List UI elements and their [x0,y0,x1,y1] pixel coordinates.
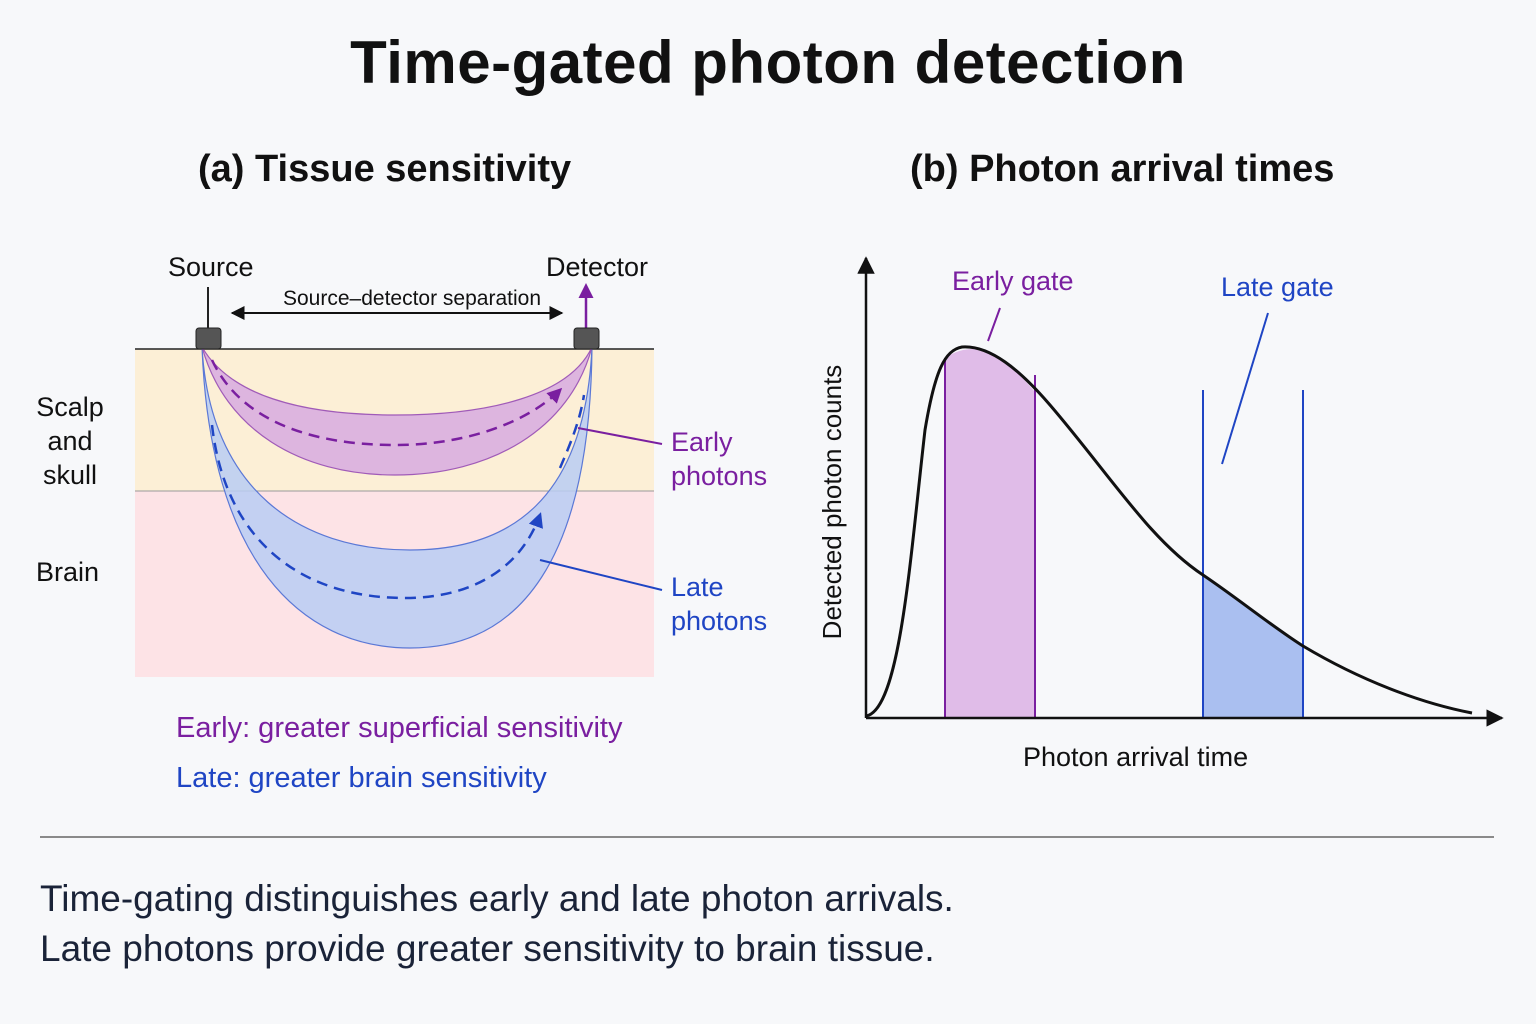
early-photon-path [210,359,563,447]
late-photons-leader [539,559,663,591]
brain-label: Brain [36,557,100,587]
y-axis-label: Detected photon counts [817,365,847,640]
early-gate-area [945,348,1035,718]
early-photons-leader [577,427,663,445]
early-photon-band [201,346,593,476]
late-gate-area [1203,575,1303,718]
detector-optode [573,327,600,350]
caption-line-2: Late photons provide greater sensitivity… [40,928,935,969]
detector-label: Detector [546,252,649,282]
early-photons-label: Early photons [671,425,767,493]
late-photon-path [210,424,543,600]
scalp-skull-label: Scalp and skull [22,390,118,492]
separation-label: Source–detector separation [283,287,541,310]
section-divider [40,836,1494,838]
early-photons-label-line-2: photons [671,461,768,491]
late-gate-leader [1221,312,1269,465]
tpsf-curve [865,345,1473,718]
scalp-skull-label-line-2: and skull [42,426,97,490]
early-sensitivity-note: Early: greater superficial sensitivity [176,712,623,744]
panel-b-title: (b) Photon arrival times [910,148,1335,190]
late-photon-path-return [558,394,586,469]
panel-a-title: (a) Tissue sensitivity [198,148,572,190]
source-optode [195,327,222,350]
early-gate-label: Early gate [952,266,1074,296]
early-gate-leader [987,307,1001,342]
early-photons-label-line-1: Early [671,427,733,457]
late-photons-label: Late photons [671,570,767,638]
main-title: Time-gated photon detection [350,29,1186,96]
x-axis-label: Photon arrival time [1023,742,1249,772]
late-photons-label-line-2: photons [671,606,768,636]
caption-line-1: Time-gating distinguishes early and late… [40,878,954,919]
late-sensitivity-note: Late: greater brain sensitivity [176,762,547,794]
late-gate-label: Late gate [1221,272,1334,302]
source-label: Source [168,252,254,282]
late-photons-label-line-1: Late [671,572,724,602]
scalp-skull-label-line-1: Scalp [36,392,104,422]
